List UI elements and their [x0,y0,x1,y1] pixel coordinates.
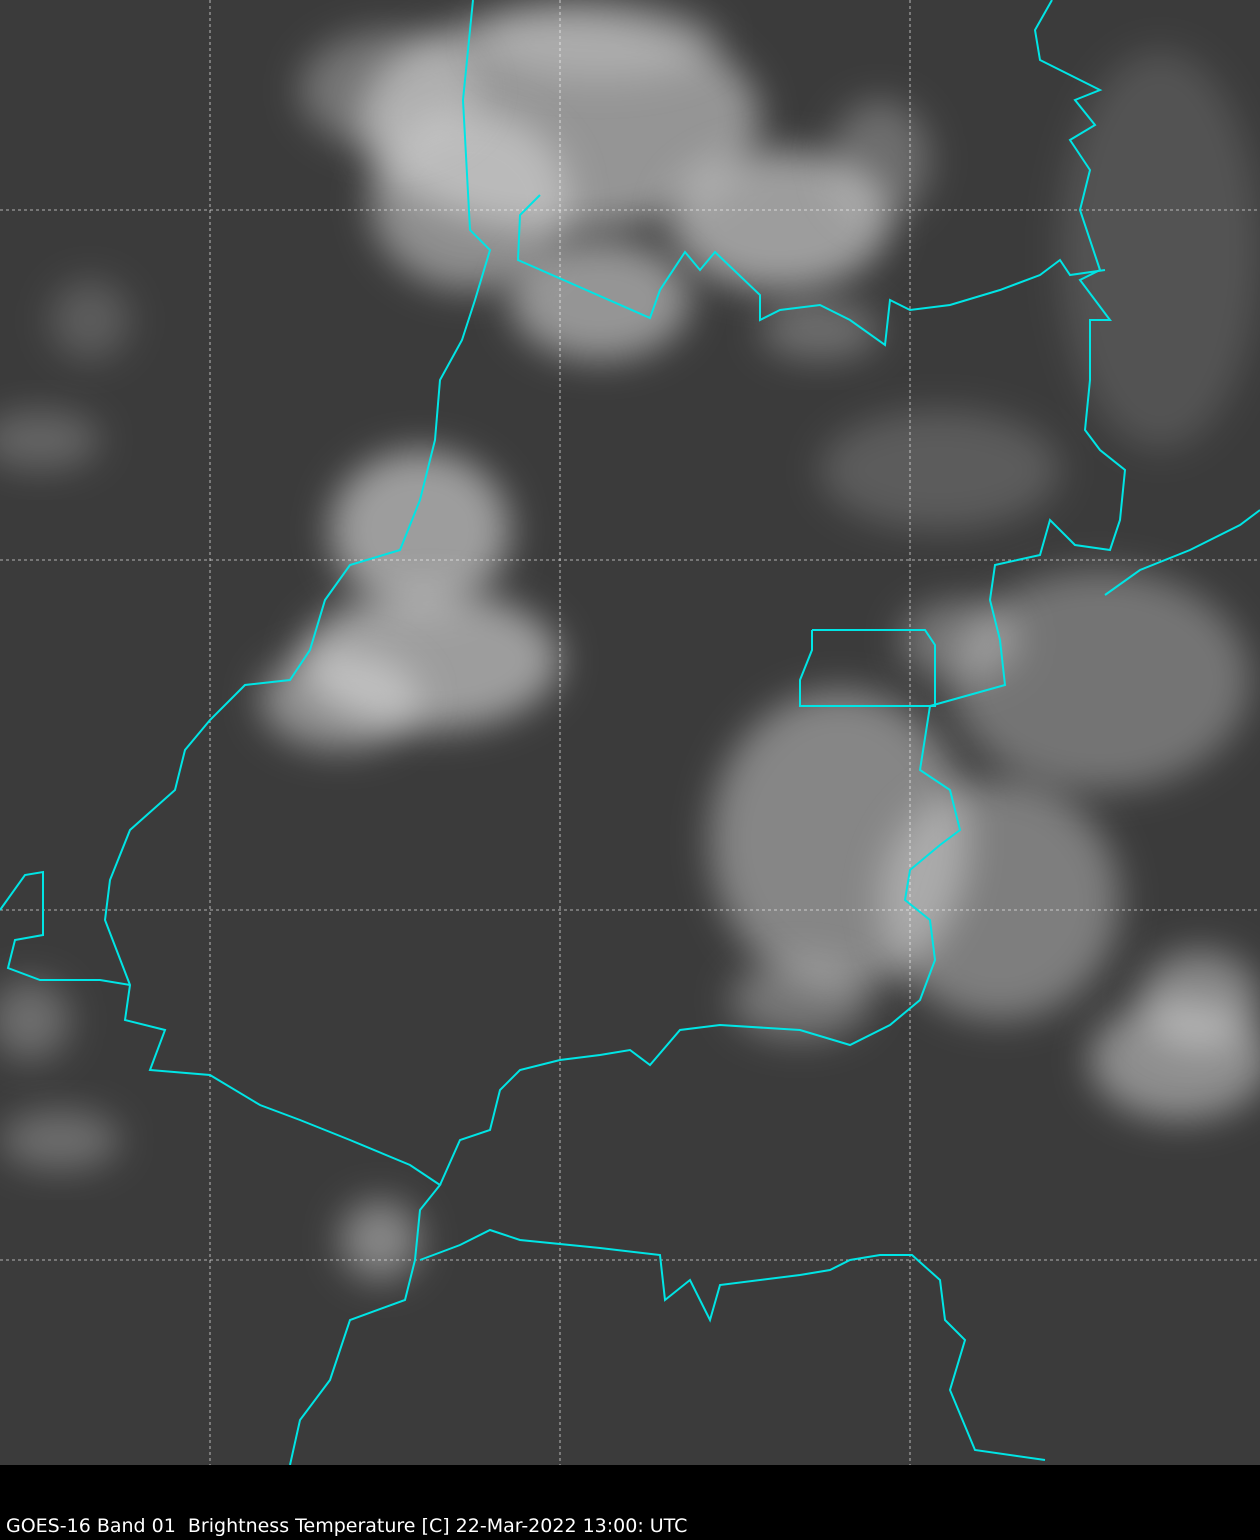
border-lines [0,0,1260,1465]
satellite-map [0,0,1260,1465]
cloud [1140,950,1260,1050]
cloud [330,450,510,610]
cloud [900,600,1020,680]
cloud [830,100,930,220]
cloud-layer [0,0,1260,1280]
border-line [0,870,131,986]
cloud [0,980,70,1060]
cloud [760,300,880,360]
graticule [0,0,1260,1465]
cloud [340,1200,420,1280]
cloud [370,110,570,290]
cloud [510,240,690,360]
cloud [300,30,480,150]
cloud [730,960,870,1040]
border-line [516,194,1106,347]
border-line [103,0,492,1465]
cloud [820,410,1060,530]
border-line [929,0,1127,707]
image-caption: GOES-16 Band 01 Brightness Temperature [… [6,1515,688,1537]
cloud [0,410,100,470]
border-line [799,629,936,707]
cloud [1060,50,1260,450]
cloud [0,1110,120,1170]
cloud [260,650,420,750]
border-line [1104,509,1260,596]
border-line [419,1228,1046,1461]
cloud [880,780,1120,1020]
cloud [480,0,720,80]
border-line [439,705,962,1186]
cloud [50,280,130,360]
cloud [950,570,1250,790]
